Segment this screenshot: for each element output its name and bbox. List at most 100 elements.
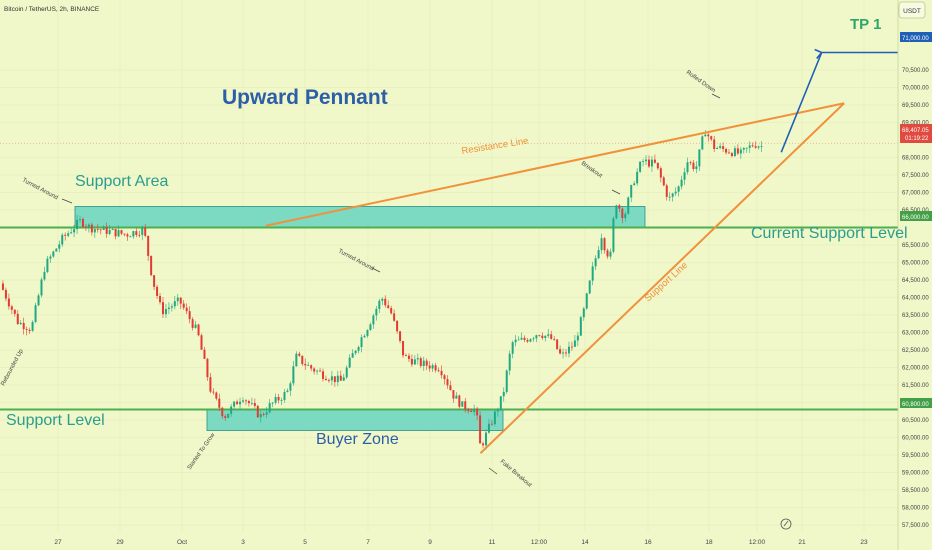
candle-body — [265, 412, 268, 415]
candle-body — [499, 396, 502, 410]
candle-body — [701, 136, 704, 150]
candle-body — [754, 146, 757, 148]
candle-body — [582, 308, 585, 318]
candle-body — [369, 324, 372, 331]
y-tick-label: 59,000.00 — [902, 471, 929, 477]
y-tick-label: 67,500.00 — [902, 173, 929, 179]
candle-body — [366, 330, 369, 336]
candle-body — [647, 159, 650, 167]
candle-body — [170, 306, 173, 308]
candle-body — [218, 398, 221, 408]
support-area-zone — [74, 206, 646, 228]
candle-body — [67, 233, 70, 236]
tp-price-tag: 71,000.00 — [900, 32, 932, 42]
y-tick-label: 65,500.00 — [902, 243, 929, 249]
candle-body — [253, 403, 256, 406]
y-tick-label: 60,500.00 — [902, 418, 929, 424]
candle-body — [236, 401, 239, 405]
candle-body — [733, 148, 736, 156]
candle-body — [52, 251, 55, 257]
current-support-price-tag-text: 66,000.00 — [902, 215, 929, 221]
candle-body — [751, 145, 754, 147]
candle-body — [147, 235, 150, 256]
candle-body — [46, 258, 49, 272]
candle-body — [176, 297, 179, 302]
candle-body — [156, 286, 159, 296]
candle-body — [550, 334, 553, 339]
candle-body — [283, 392, 286, 400]
candle-body — [597, 250, 600, 259]
candle-body — [239, 401, 242, 405]
candle-body — [600, 238, 603, 251]
candle-body — [570, 346, 573, 348]
candle-body — [182, 303, 185, 308]
candle-body — [351, 353, 354, 358]
x-tick-label: 14 — [581, 539, 589, 546]
candle-body — [618, 205, 621, 209]
candle-body — [683, 172, 686, 180]
candle-body — [467, 409, 470, 411]
y-tick-label: 62,000.00 — [902, 366, 929, 372]
candle-body — [443, 375, 446, 380]
candle-body — [102, 226, 105, 230]
candle-body — [215, 392, 218, 399]
candle-body — [544, 335, 547, 339]
current-support-level-label: Current Support Level — [751, 225, 908, 242]
candle-body — [360, 337, 363, 348]
candle-body — [61, 234, 64, 245]
currency-badge-label: USDT — [903, 8, 921, 15]
candle-body — [713, 139, 716, 149]
candle-body — [591, 266, 594, 281]
candle-body — [129, 236, 132, 238]
candle-body — [316, 370, 319, 372]
candle-body — [671, 193, 674, 197]
candle-body — [164, 308, 167, 315]
candle-body — [28, 329, 31, 331]
candle-body — [298, 353, 301, 356]
candle-body — [194, 324, 197, 328]
candle-body — [567, 346, 570, 354]
support-area-label: Support Area — [75, 173, 169, 190]
candle-body — [399, 331, 402, 342]
candle-body — [161, 302, 164, 315]
candle-body — [286, 390, 289, 393]
candle-body — [458, 395, 461, 407]
candle-body — [22, 322, 25, 330]
candle-body — [90, 224, 93, 233]
tp-label: TP 1 — [850, 16, 881, 33]
candle-body — [19, 322, 22, 325]
snapshot-icon[interactable] — [780, 518, 792, 530]
candle-body — [760, 146, 763, 148]
candle-body — [529, 339, 532, 342]
candle-body — [585, 293, 588, 309]
currency-badge[interactable]: USDT — [898, 1, 926, 19]
time-axis[interactable]: 27 29 Oct 3 5 7 9 11 12:00 14 16 18 12:00 21 23 — [54, 539, 868, 546]
x-tick-label: 12:00 — [749, 539, 766, 546]
y-tick-label: 62,500.00 — [902, 348, 929, 354]
candle-body — [37, 295, 40, 306]
candle-body — [719, 146, 722, 148]
candle-body — [606, 250, 609, 257]
candle-body — [493, 411, 496, 425]
support-price-tag-text: 60,800.00 — [902, 402, 929, 408]
y-tick-label: 58,000.00 — [902, 506, 929, 512]
candle-body — [742, 147, 745, 150]
candle-body — [514, 339, 517, 343]
candle-body — [505, 370, 508, 392]
resistance-line — [265, 102, 845, 227]
candle-body — [31, 321, 34, 331]
candle-body — [419, 358, 422, 366]
candle-body — [707, 134, 710, 137]
x-tick-label: 11 — [489, 539, 496, 546]
price-axis[interactable]: 57,500.00 58,000.00 58,500.00 59,000.00 59,5… — [897, 0, 932, 550]
candle-body — [327, 380, 330, 381]
candle-body — [372, 315, 375, 325]
price-axis-panel[interactable] — [898, 0, 932, 550]
candle-body — [440, 370, 443, 376]
candle-body — [393, 313, 396, 321]
candle-body — [695, 166, 698, 170]
zones — [74, 206, 646, 431]
y-tick-label: 65,000.00 — [902, 261, 929, 267]
candle-body — [40, 279, 43, 296]
candle-body — [434, 365, 437, 371]
